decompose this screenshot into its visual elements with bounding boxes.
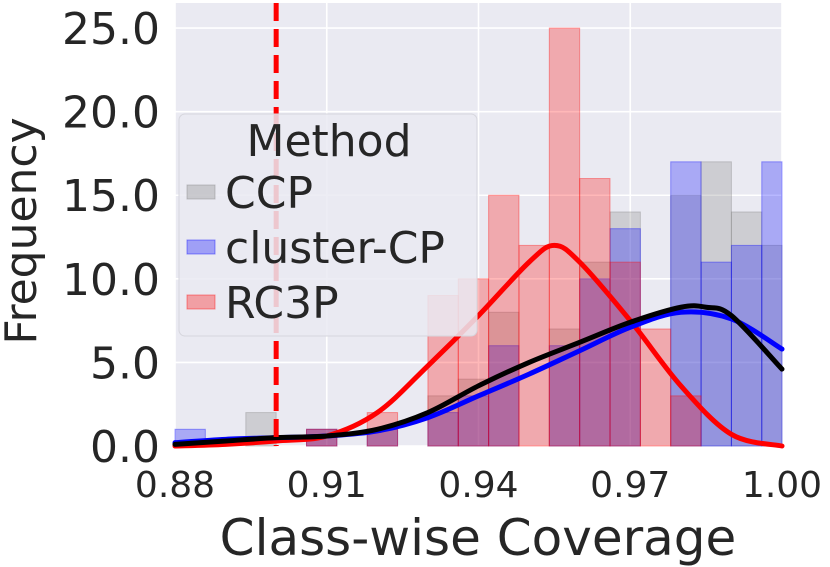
x-tick-label: 0.97 [590,465,670,506]
y-axis-label: Frequency [0,117,47,344]
bar-cluster-cp [488,345,520,447]
legend-label-rc3p: RC3P [225,278,339,329]
bar-rc3p [609,261,641,447]
bar-rc3p [548,27,581,447]
legend-swatch-cluster-cp [186,239,216,255]
y-tick-label: 15.0 [62,171,160,222]
bar-ccp [548,328,581,447]
legend-label-ccp: CCP [225,168,313,219]
kde-line-ccp [172,303,785,447]
y-tick-label: 5.0 [90,338,160,389]
bar-rc3p [518,244,550,447]
y-tick-label: 20.0 [62,88,160,139]
y-tick-label: 25.0 [62,4,160,55]
bar-cluster-cp [548,345,581,447]
x-axis-ticks: 0.88 0.91 0.94 0.97 1.00 [135,465,822,506]
x-axis-label: Class-wise Coverage [220,509,737,567]
legend-swatch-rc3p [186,294,216,310]
bar-cluster-cp [579,278,611,447]
legend-title: Method [246,116,411,167]
x-tick-label: 1.00 [742,465,822,506]
bar-rc3p [579,178,611,447]
x-tick-label: 0.88 [135,465,215,506]
y-tick-label: 10.0 [62,255,160,306]
legend-swatch-ccp [186,184,216,200]
bar-rc3p [639,328,672,447]
bar-ccp [700,161,732,447]
bar-cluster-cp [700,261,732,447]
kde-line-rc3p [172,242,785,449]
y-axis-ticks: 0.0 5.0 10.0 15.0 20.0 25.0 [62,4,160,473]
x-tick-label: 0.91 [287,465,367,506]
bar-cluster-cp [761,161,783,447]
legend-box [178,113,478,337]
x-tick-label: 0.94 [438,465,518,506]
histogram-bars [174,27,783,447]
bar-rc3p [488,194,520,447]
bar-cluster-cp [730,244,763,447]
legend-label-cluster-cp: cluster-CP [225,223,445,274]
y-tick-label: 0.0 [90,422,160,473]
kde-curves [172,242,785,449]
